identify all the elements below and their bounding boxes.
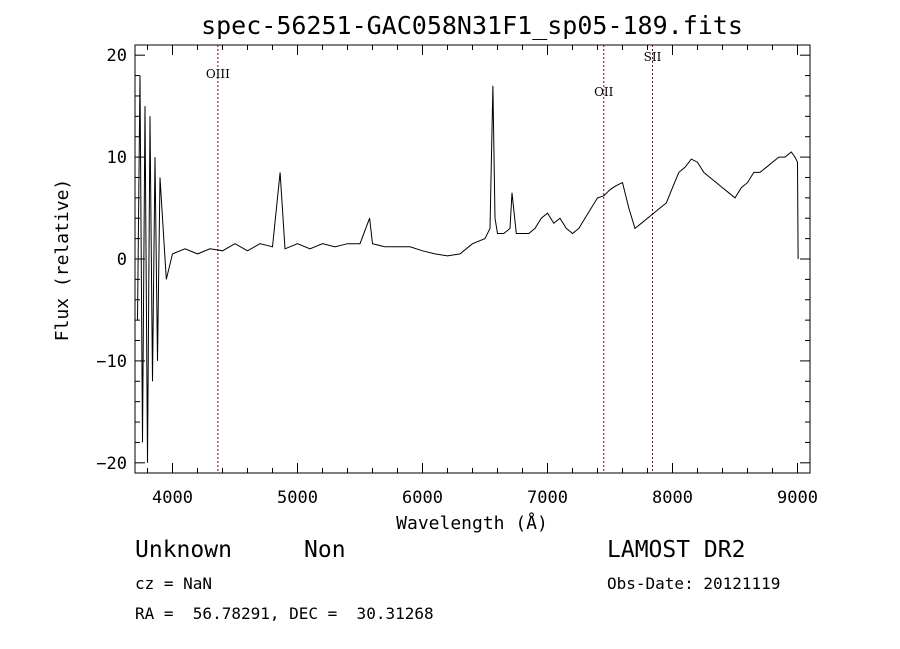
object-subclass: Non	[304, 537, 346, 563]
x-tick-label: 8000	[652, 488, 693, 508]
chart-title: spec-56251-GAC058N31F1_sp05-189.fits	[201, 11, 743, 40]
obs-date: Obs-Date: 20121119	[607, 574, 781, 593]
object-class: Unknown	[135, 537, 232, 563]
x-axis-label: Wavelength (Å)	[396, 512, 548, 534]
x-tick-label: 7000	[527, 488, 568, 508]
spectrum-line	[137, 75, 799, 463]
x-tick-label: 4000	[152, 488, 193, 508]
x-tick-label: 9000	[777, 488, 818, 508]
marker-label: OIII	[206, 67, 230, 81]
y-tick-label: −20	[96, 454, 127, 474]
marker-label: OII	[594, 85, 614, 99]
redshift-cz: cz = NaN	[135, 574, 213, 593]
x-tick-label: 6000	[402, 488, 443, 508]
y-tick-label: 10	[107, 148, 127, 168]
plot-area: OIII OII SII	[134, 44, 811, 474]
survey-name: LAMOST DR2	[607, 537, 746, 563]
y-tick-label: 0	[117, 250, 127, 270]
emission-line-markers: OIII OII SII	[206, 45, 662, 473]
y-axis-label: Flux (relative)	[52, 179, 73, 342]
y-tick-labels: −20 −10 0 10 20	[96, 46, 127, 474]
axis-ticks	[135, 45, 810, 473]
marker-label: SII	[644, 50, 662, 64]
y-tick-label: 20	[107, 46, 127, 66]
ra-dec: RA = 56.78291, DEC = 30.31268	[135, 604, 434, 623]
x-tick-label: 5000	[277, 488, 318, 508]
y-tick-label: −10	[96, 352, 127, 372]
plot-frame	[134, 44, 811, 474]
x-tick-labels: 4000 5000 6000 7000 8000 9000	[152, 488, 818, 508]
